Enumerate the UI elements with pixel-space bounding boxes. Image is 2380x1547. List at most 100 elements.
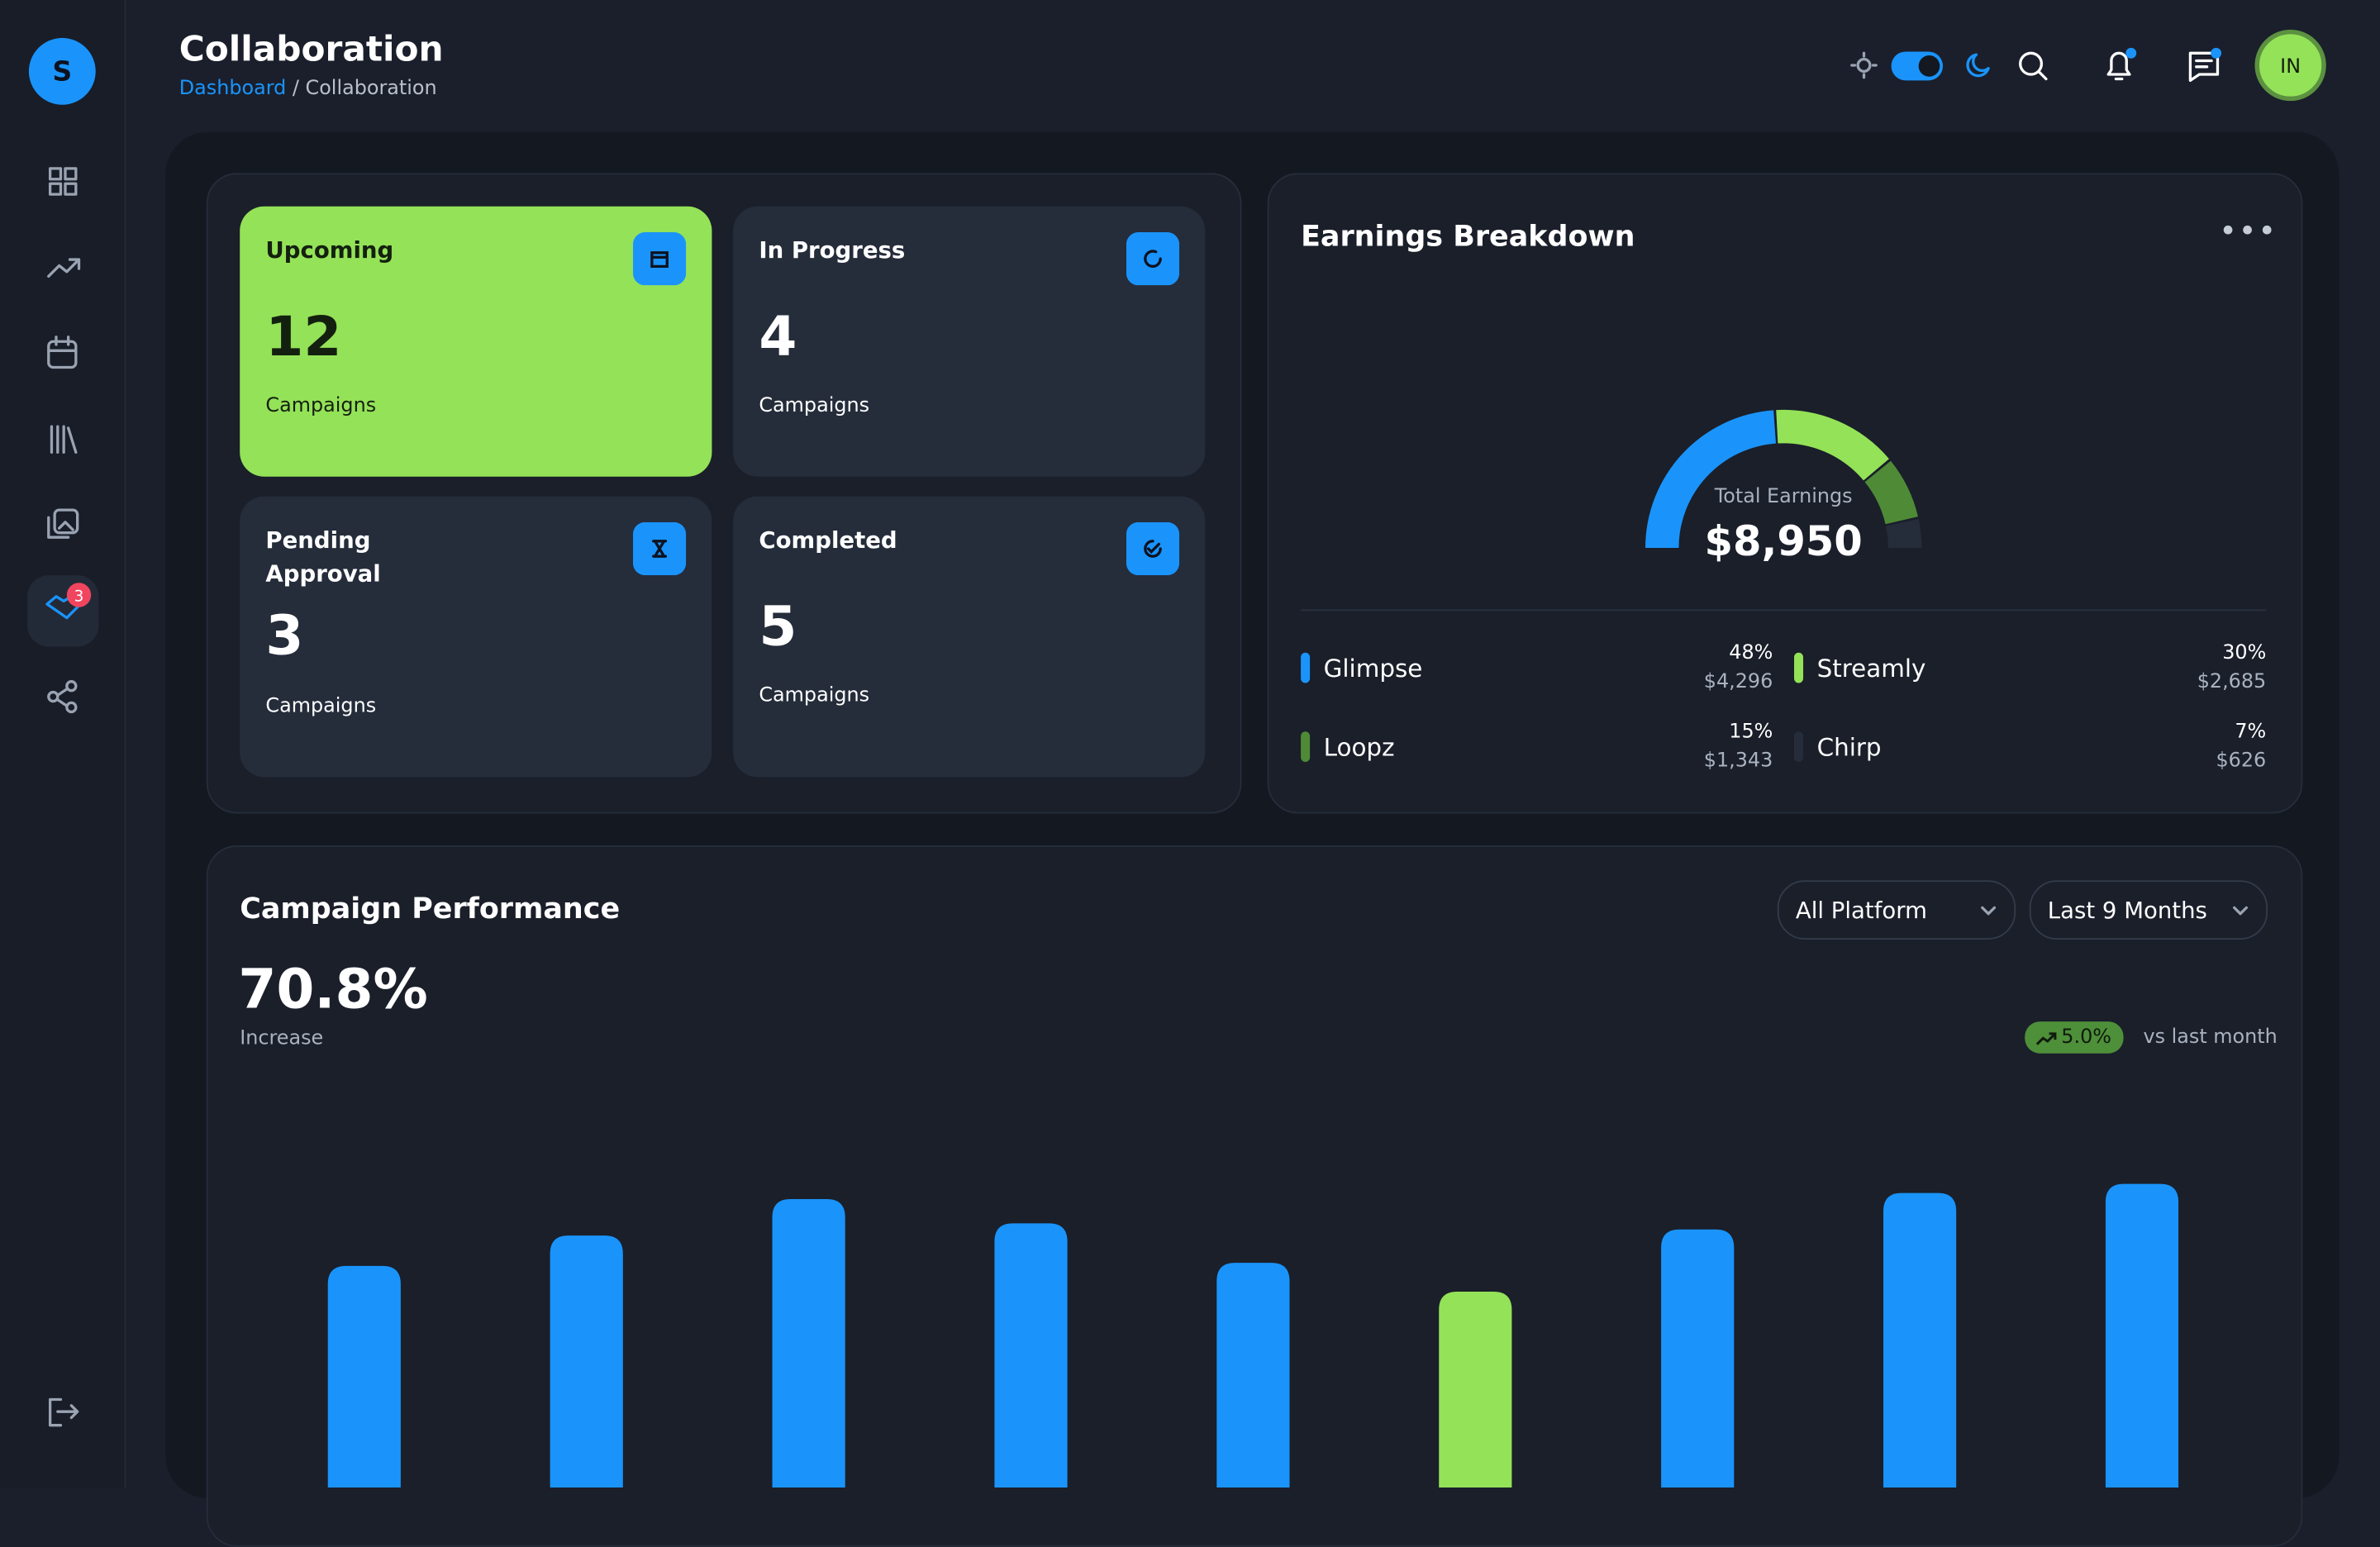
performance-title: Campaign Performance bbox=[240, 892, 621, 926]
toggle-knob bbox=[1918, 55, 1940, 77]
top-actions: IN bbox=[1850, 29, 2326, 102]
bar bbox=[2105, 1183, 2179, 1488]
stat-card: Completed 5 Campaigns bbox=[733, 496, 1206, 778]
period-filter[interactable]: Last 9 Months bbox=[2029, 880, 2268, 940]
bar bbox=[1216, 1263, 1290, 1488]
page: S 3 Collaboration Dashboard / Collaborat… bbox=[0, 0, 2326, 1547]
legend-name: Chirp bbox=[1817, 734, 1882, 762]
legend-name: Streamly bbox=[1817, 654, 1926, 683]
nav-logout[interactable] bbox=[48, 1397, 79, 1427]
icon-bg bbox=[1126, 232, 1180, 286]
filter-label: Last 9 Months bbox=[2047, 897, 2207, 925]
chevron bbox=[1981, 906, 1997, 916]
total-label: Total Earnings bbox=[1714, 484, 1853, 507]
legend-amount: $1,343 bbox=[1704, 749, 1773, 772]
stat-icon bbox=[1126, 232, 1180, 286]
legend-swatch bbox=[1301, 731, 1311, 763]
donut-segment bbox=[1886, 519, 1922, 549]
stat-unit: Campaigns bbox=[265, 695, 377, 718]
nav-share[interactable] bbox=[47, 680, 78, 714]
filter-label: All Platform bbox=[1795, 897, 1927, 925]
notifications[interactable] bbox=[2106, 51, 2131, 81]
donut-chart: Total Earnings $8,950 Glimpse 48% $4,296 St… bbox=[1301, 409, 2267, 772]
nav-calendar[interactable] bbox=[47, 336, 78, 369]
bar bbox=[1439, 1292, 1512, 1488]
legend-swatch bbox=[1794, 652, 1804, 683]
breadcrumb-link[interactable]: Dashboard bbox=[178, 77, 287, 101]
dark-icon bbox=[1966, 53, 1990, 78]
bar bbox=[772, 1199, 845, 1488]
legend-swatch bbox=[1301, 652, 1311, 683]
notification-dot bbox=[2125, 47, 2137, 59]
bar-chart bbox=[327, 1183, 2179, 1488]
stat-card: Upcoming 12 Campaigns bbox=[240, 206, 712, 477]
change-badge: 5.0% bbox=[2025, 1021, 2124, 1054]
icon-glyph bbox=[1144, 250, 1162, 268]
icon-glyph bbox=[652, 540, 668, 558]
legend-percent: 7% bbox=[2235, 720, 2266, 743]
stat-card: Pending Approval 3 Campaigns bbox=[240, 496, 712, 778]
bar bbox=[550, 1235, 623, 1488]
nav-analytics[interactable] bbox=[47, 258, 81, 278]
stat-card: In Progress 4 Campaigns bbox=[733, 206, 1206, 477]
sidebar-icons: S 3 bbox=[27, 37, 99, 1427]
earnings-card bbox=[1267, 173, 2303, 814]
message-dot bbox=[2211, 47, 2222, 59]
legend-percent: 15% bbox=[1729, 720, 1773, 743]
icon-glyph bbox=[650, 251, 669, 269]
donut-segment bbox=[1776, 409, 1889, 481]
app: S 3 Collaboration Dashboard / Collaborat… bbox=[0, 0, 2326, 1547]
earnings-title: Earnings Breakdown bbox=[1301, 220, 1635, 254]
sidebar: S 3 bbox=[0, 0, 126, 1488]
icon-bg bbox=[632, 232, 687, 286]
stat-value: 3 bbox=[265, 605, 304, 669]
badge-count: 3 bbox=[74, 588, 84, 605]
stat-value: 12 bbox=[265, 307, 342, 369]
stat-unit: Campaigns bbox=[265, 394, 377, 418]
stat-unit: Campaigns bbox=[759, 684, 870, 707]
badge bbox=[66, 583, 92, 607]
legend-name: Glimpse bbox=[1324, 654, 1423, 683]
bar bbox=[1661, 1229, 1735, 1488]
stat-label: In Progress bbox=[759, 236, 906, 264]
avatar[interactable] bbox=[2254, 29, 2326, 102]
stat-icon bbox=[632, 232, 687, 286]
stat-label: Completed bbox=[759, 526, 897, 555]
avatar-initials: IN bbox=[2280, 55, 2301, 78]
donut-segment bbox=[1645, 410, 1777, 549]
trend-icon bbox=[2035, 1032, 2057, 1045]
stat-label: Upcoming bbox=[265, 236, 394, 264]
icon-glyph bbox=[1144, 540, 1162, 558]
legend-amount: $2,685 bbox=[2197, 669, 2267, 693]
change-value: 5.0% bbox=[2061, 1026, 2111, 1050]
stat-value: 4 bbox=[759, 307, 797, 369]
logo-mark: S bbox=[52, 55, 72, 87]
performance-value: 70.8% bbox=[238, 959, 428, 1022]
legend-name: Loopz bbox=[1324, 734, 1395, 762]
nav-library[interactable] bbox=[50, 425, 78, 455]
nav-dashboard[interactable] bbox=[48, 167, 78, 196]
donut-segment bbox=[1864, 460, 1918, 525]
change-caption: vs last month bbox=[2143, 1026, 2278, 1050]
nav-media[interactable] bbox=[47, 508, 79, 539]
chevron bbox=[2233, 906, 2249, 916]
bar bbox=[994, 1223, 1068, 1488]
breadcrumb-current: Collaboration bbox=[305, 77, 437, 101]
total-value: $8,950 bbox=[1704, 517, 1862, 565]
stat-value: 5 bbox=[759, 596, 797, 659]
stat-icon bbox=[1126, 521, 1180, 576]
stat-label: Pending Approval bbox=[265, 526, 381, 588]
light-icon bbox=[1850, 51, 1878, 79]
breadcrumb: Dashboard / Collaboration bbox=[179, 78, 437, 101]
platform-filter[interactable]: All Platform bbox=[1777, 880, 2016, 940]
legend-amount: $626 bbox=[2216, 749, 2267, 772]
more-menu[interactable]: ••• bbox=[2219, 212, 2278, 250]
stat-icon bbox=[632, 521, 687, 576]
breadcrumb-sep: / bbox=[292, 77, 306, 101]
logo[interactable] bbox=[28, 37, 96, 105]
legend-percent: 48% bbox=[1729, 640, 1773, 664]
legend-percent: 30% bbox=[2222, 640, 2266, 664]
stat-unit: Campaigns bbox=[759, 394, 870, 418]
search[interactable] bbox=[2019, 51, 2048, 81]
legend-amount: $4,296 bbox=[1704, 669, 1773, 693]
